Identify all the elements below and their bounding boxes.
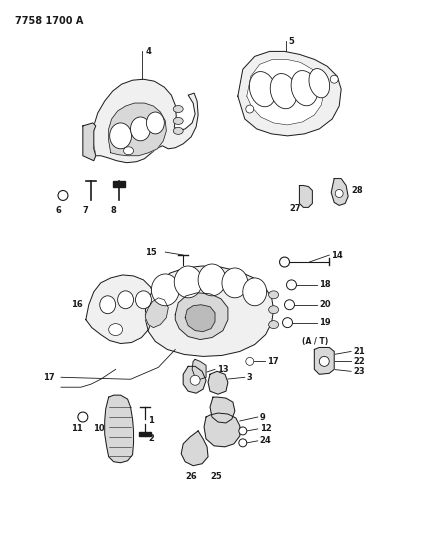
Text: 9: 9 bbox=[259, 413, 265, 422]
Text: 12: 12 bbox=[259, 424, 271, 433]
Circle shape bbox=[319, 357, 328, 366]
Circle shape bbox=[329, 75, 337, 83]
Text: 26: 26 bbox=[185, 472, 196, 481]
Ellipse shape bbox=[308, 69, 329, 98]
Polygon shape bbox=[145, 298, 168, 328]
Text: 1: 1 bbox=[148, 416, 154, 425]
Text: 28: 28 bbox=[350, 186, 362, 195]
Text: 6: 6 bbox=[55, 206, 61, 215]
Text: 19: 19 bbox=[319, 318, 330, 327]
Text: 15: 15 bbox=[145, 248, 157, 256]
Text: 17: 17 bbox=[43, 373, 55, 382]
Text: 2: 2 bbox=[148, 434, 154, 443]
Text: 17: 17 bbox=[266, 357, 278, 366]
Ellipse shape bbox=[109, 123, 131, 149]
Polygon shape bbox=[181, 431, 207, 466]
Text: 7: 7 bbox=[83, 206, 89, 215]
Circle shape bbox=[286, 280, 296, 290]
Text: 5: 5 bbox=[288, 37, 294, 46]
Text: 22: 22 bbox=[352, 357, 364, 366]
Ellipse shape bbox=[130, 117, 150, 141]
Polygon shape bbox=[210, 397, 234, 423]
Text: 3: 3 bbox=[246, 373, 252, 382]
Polygon shape bbox=[139, 432, 151, 436]
Text: 24: 24 bbox=[259, 437, 271, 446]
Circle shape bbox=[238, 439, 246, 447]
Polygon shape bbox=[145, 266, 273, 357]
Polygon shape bbox=[185, 305, 214, 332]
Polygon shape bbox=[331, 179, 347, 205]
Circle shape bbox=[279, 257, 289, 267]
Ellipse shape bbox=[135, 291, 151, 309]
Polygon shape bbox=[183, 366, 206, 393]
Polygon shape bbox=[112, 181, 124, 187]
Text: 20: 20 bbox=[319, 300, 330, 309]
Ellipse shape bbox=[173, 127, 183, 134]
Text: 16: 16 bbox=[71, 300, 83, 309]
Ellipse shape bbox=[242, 278, 266, 306]
Text: 7758 1700 A: 7758 1700 A bbox=[15, 15, 83, 26]
Ellipse shape bbox=[173, 117, 183, 124]
Polygon shape bbox=[192, 359, 206, 379]
Polygon shape bbox=[86, 275, 155, 343]
Polygon shape bbox=[299, 185, 312, 207]
Text: 14: 14 bbox=[331, 251, 342, 260]
Circle shape bbox=[284, 300, 294, 310]
Circle shape bbox=[238, 427, 246, 435]
Text: 11: 11 bbox=[71, 424, 83, 433]
Circle shape bbox=[334, 190, 343, 197]
Polygon shape bbox=[237, 51, 340, 136]
Polygon shape bbox=[104, 395, 133, 463]
Ellipse shape bbox=[268, 291, 278, 299]
Circle shape bbox=[190, 375, 200, 385]
Ellipse shape bbox=[249, 71, 275, 107]
Circle shape bbox=[245, 105, 253, 113]
Ellipse shape bbox=[174, 266, 201, 298]
Circle shape bbox=[282, 318, 292, 328]
Polygon shape bbox=[109, 103, 166, 156]
Circle shape bbox=[58, 190, 68, 200]
Text: 10: 10 bbox=[92, 424, 104, 433]
Text: (A / T): (A / T) bbox=[302, 337, 328, 346]
Text: 13: 13 bbox=[216, 365, 228, 374]
Ellipse shape bbox=[117, 291, 133, 309]
Ellipse shape bbox=[109, 324, 122, 336]
Circle shape bbox=[245, 358, 253, 365]
Ellipse shape bbox=[151, 274, 179, 306]
Ellipse shape bbox=[222, 268, 247, 298]
Ellipse shape bbox=[268, 306, 278, 314]
Text: 21: 21 bbox=[352, 347, 364, 356]
Polygon shape bbox=[204, 413, 239, 447]
Text: 25: 25 bbox=[210, 472, 221, 481]
Ellipse shape bbox=[100, 296, 115, 314]
Ellipse shape bbox=[291, 70, 317, 106]
Ellipse shape bbox=[123, 147, 133, 155]
Text: 8: 8 bbox=[110, 206, 116, 215]
Polygon shape bbox=[92, 79, 198, 163]
Ellipse shape bbox=[268, 321, 278, 328]
Polygon shape bbox=[246, 59, 323, 125]
Text: 4: 4 bbox=[145, 47, 151, 56]
Polygon shape bbox=[207, 372, 227, 394]
Ellipse shape bbox=[173, 106, 183, 112]
Text: 18: 18 bbox=[319, 280, 330, 289]
Ellipse shape bbox=[146, 112, 164, 134]
Ellipse shape bbox=[198, 264, 225, 296]
Polygon shape bbox=[314, 348, 334, 374]
Text: 27: 27 bbox=[289, 204, 300, 213]
Text: 23: 23 bbox=[352, 367, 364, 376]
Ellipse shape bbox=[270, 74, 296, 109]
Polygon shape bbox=[175, 293, 227, 340]
Circle shape bbox=[78, 412, 88, 422]
Polygon shape bbox=[83, 123, 95, 160]
